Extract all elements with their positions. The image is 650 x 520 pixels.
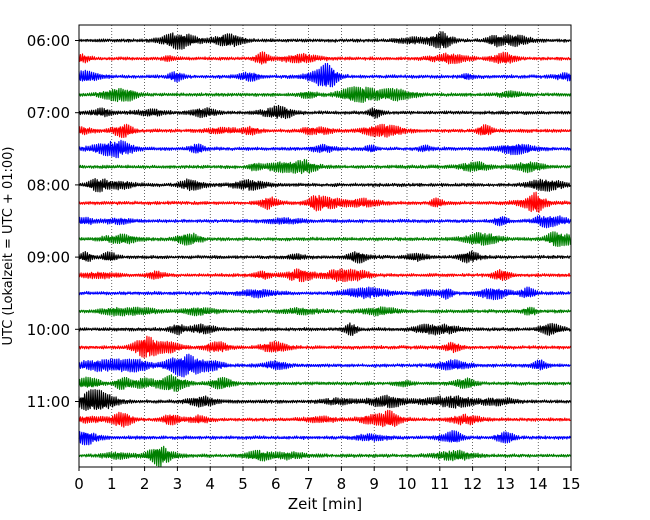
x-tick-label-5: 5 (238, 475, 248, 493)
x-axis-ticks: 0 1 2 3 4 5 6 7 8 9 10 11 12 13 14 15 (74, 467, 581, 493)
trace-row-6 (78, 139, 571, 159)
x-tick-label-7: 7 (304, 475, 314, 493)
trace-row-22 (78, 430, 571, 446)
trace-row-21 (78, 409, 571, 428)
trace-row-14 (78, 286, 571, 301)
y-tick-label-3: 09:00 (27, 249, 70, 267)
trace-row-10 (78, 215, 571, 229)
seismic-traces (78, 31, 571, 467)
trace-row-15 (78, 306, 571, 317)
trace-row-20 (78, 389, 571, 412)
x-tick-label-9: 9 (369, 475, 379, 493)
x-tick-label-14: 14 (529, 475, 548, 493)
y-tick-label-0: 06:00 (27, 32, 70, 50)
x-tick-label-2: 2 (140, 475, 150, 493)
trace-row-23 (78, 445, 571, 467)
x-tick-label-15: 15 (561, 475, 580, 493)
x-tick-label-1: 1 (107, 475, 117, 493)
trace-row-7 (78, 158, 571, 175)
x-tick-label-11: 11 (430, 475, 449, 493)
trace-row-19 (78, 374, 571, 392)
x-tick-label-13: 13 (496, 475, 515, 493)
y-axis-label: UTC (Lokalzeit = UTC + 01:00) (1, 147, 16, 346)
trace-row-8 (78, 177, 571, 193)
y-tick-label-1: 07:00 (27, 104, 70, 122)
trace-row-12 (78, 250, 571, 264)
x-tick-label-3: 3 (173, 475, 183, 493)
trace-row-2 (78, 62, 571, 88)
x-tick-label-4: 4 (205, 475, 215, 493)
x-axis-label: Zeit [min] (288, 495, 362, 513)
trace-row-13 (78, 268, 571, 283)
x-tick-label-10: 10 (397, 475, 416, 493)
trace-row-3 (78, 86, 571, 104)
trace-row-4 (78, 104, 571, 120)
trace-row-16 (78, 322, 571, 336)
y-tick-label-5: 11:00 (27, 393, 70, 411)
trace-row-9 (78, 191, 571, 213)
trace-row-5 (78, 123, 571, 139)
plot-frame (78, 24, 572, 468)
x-tick-label-8: 8 (337, 475, 347, 493)
y-tick-label-4: 10:00 (27, 321, 70, 339)
trace-row-0 (78, 31, 571, 50)
y-axis-ticks: 06:00 07:00 08:00 09:00 10:00 11:00 (27, 32, 79, 411)
trace-row-11 (78, 231, 571, 248)
x-tick-label-12: 12 (463, 475, 482, 493)
y-tick-label-2: 08:00 (27, 176, 70, 194)
x-tick-label-0: 0 (74, 475, 84, 493)
x-tick-label-6: 6 (271, 475, 281, 493)
trace-row-17 (78, 335, 571, 359)
trace-row-1 (78, 51, 571, 65)
trace-row-18 (78, 353, 571, 378)
